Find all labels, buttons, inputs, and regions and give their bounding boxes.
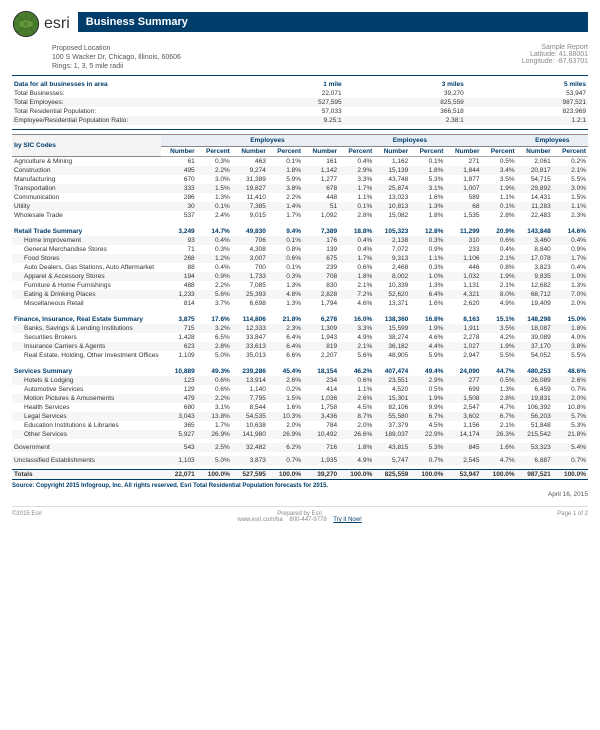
divider	[12, 75, 588, 76]
sample-report: Sample Report	[522, 44, 588, 51]
data-row: Health Services6803.1%8,5441.6%1,7584.5%…	[12, 403, 588, 412]
data-row: Furniture & Home Furnishings4882.2%7,085…	[12, 281, 588, 290]
col-header: Percent	[410, 147, 445, 157]
data-row: Agriculture & Mining610.3%4630.1%1610.4%…	[12, 157, 588, 167]
data-row: Totals22,071100.0%527,595100.0%39,270100…	[12, 469, 588, 479]
title-bar: Business Summary	[78, 12, 588, 32]
mile-3: 3 miles	[344, 80, 466, 89]
col-header: Number	[374, 147, 410, 157]
col-header: Number	[517, 147, 553, 157]
data-row: Education Institutions & Libraries3651.7…	[12, 421, 588, 430]
divider-2	[12, 129, 588, 130]
footer: ©2015 Esri Prepared by Esri www.esri.com…	[12, 506, 588, 523]
data-row: Banks, Savings & Lending Institutions715…	[12, 324, 588, 333]
data-row: Eating & Drinking Places1,2335.6%25,3934…	[12, 290, 588, 299]
data-row: Transportation3331.5%19,8273.8%6781.7%25…	[12, 184, 588, 193]
rings: Rings: 1, 3, 5 mile radii	[52, 62, 181, 71]
area-header: Data for all businesses in area	[12, 80, 221, 89]
col-header: Number	[161, 147, 197, 157]
data-row: Construction4952.2%9,2741.8%1,1422.9%15,…	[12, 166, 588, 175]
data-row: Real Estate, Holding, Other Investment O…	[12, 351, 588, 360]
data-row: Manufacturing6703.0%31,3895.9%1,2773.3%4…	[12, 175, 588, 184]
data-row: Auto Dealers, Gas Stations, Auto Afterma…	[12, 263, 588, 272]
col-header: Percent	[268, 147, 303, 157]
data-row: Hotels & Lodging1230.6%13,9142.6%2340.6%…	[12, 376, 588, 385]
source-note: Source: Copyright 2015 Infogroup, Inc. A…	[12, 483, 588, 489]
address: 100 S Wacker Dr, Chicago, Illinois, 6060…	[52, 53, 181, 62]
emp-hdr-1: Employees	[232, 135, 303, 147]
sub-header: Proposed Location 100 S Wacker Dr, Chica…	[52, 44, 588, 71]
col-header: Number	[445, 147, 481, 157]
data-row: Motion Pictures & Amusements4792.2%7,795…	[12, 394, 588, 403]
data-row: Home Improvement930.4%7060.1%1760.4%2,13…	[12, 236, 588, 245]
data-row: Legal Services3,04313.8%54,53510.3%3,436…	[12, 412, 588, 421]
report-page: esri Business Summary Proposed Location …	[0, 0, 600, 533]
col-header: Number	[232, 147, 268, 157]
report-date: April 16, 2015	[12, 491, 588, 498]
summary-row: Employee/Residential Population Ratio:9.…	[12, 116, 588, 125]
data-row: Apparel & Accessory Stores1940.9%1,7330.…	[12, 272, 588, 281]
summary-top-table: Data for all businesses in area 1 mile 3…	[12, 80, 588, 125]
summary-row: Total Businesses:22,07139,27053,947	[12, 89, 588, 98]
data-row: Government5432.5%32,4826.2%7161.8%43,815…	[12, 443, 588, 452]
data-row: Miscellaneous Retail8143.7%6,6981.3%1,79…	[12, 299, 588, 308]
mile-1: 1 mile	[221, 80, 343, 89]
data-row: Automotive Services1290.6%1,1400.2%4141.…	[12, 385, 588, 394]
data-row: Food Stores2681.2%3,0070.6%6751.7%9,3131…	[12, 254, 588, 263]
emp-hdr-3: Employees	[517, 135, 588, 147]
copyright: ©2015 Esri	[12, 511, 42, 523]
data-row: Communication2861.3%11,4102.2%4481.1%13,…	[12, 193, 588, 202]
emp-hdr-2: Employees	[374, 135, 445, 147]
sic-table: by SIC Codes Employees Employees Employe…	[12, 134, 588, 480]
section-header-row: Finance, Insurance, Real Estate Summary3…	[12, 312, 588, 324]
page-number: Page 1 of 2	[557, 511, 588, 523]
data-row: General Merchandise Stores710.3%4,3080.8…	[12, 245, 588, 254]
longitude: Longitude: -87.63701	[522, 58, 588, 65]
try-link[interactable]: Try it Now!	[333, 517, 361, 523]
mile-5: 5 miles	[466, 80, 588, 89]
esri-logo-icon	[12, 10, 40, 38]
data-row: Other Services5,92726.9%141,98026.9%10,4…	[12, 430, 588, 439]
col-header: Percent	[197, 147, 232, 157]
data-row: Wholesale Trade5372.4%9,0151.7%1,0922.8%…	[12, 211, 588, 220]
brand-text: esri	[44, 10, 70, 38]
col-header: Percent	[482, 147, 517, 157]
col-header: Percent	[553, 147, 588, 157]
section-header-row: Retail Trade Summary3,24914.7%49,8309.4%…	[12, 224, 588, 236]
header: esri Business Summary	[12, 10, 588, 38]
footer-url[interactable]: www.esri.com/ba	[237, 517, 282, 523]
latitude: Latitude: 41.88001	[522, 51, 588, 58]
footer-phone: 800-447-9778	[289, 517, 326, 523]
col-header: Number	[303, 147, 339, 157]
data-row: Utility300.1%7,3851.4%510.1%10,8131.3%68…	[12, 202, 588, 211]
sic-header: by SIC Codes	[12, 135, 161, 157]
proposed-label: Proposed Location	[52, 44, 181, 53]
summary-row: Total Employees:527,595825,559987,521	[12, 98, 588, 107]
data-row: Unclassified Establishments1,1035.0%3,87…	[12, 456, 588, 465]
summary-row: Total Residential Population:57,033366,5…	[12, 107, 588, 116]
data-row: Insurance Carriers & Agents6232.8%33,613…	[12, 342, 588, 351]
source-text: Source: Copyright 2015 Infogroup, Inc. A…	[12, 483, 328, 489]
col-header: Percent	[339, 147, 374, 157]
data-row: Securities Brokers1,4286.5%33,8476.4%1,9…	[12, 333, 588, 342]
section-header-row: Services Summary10,88949.3%239,28645.4%1…	[12, 364, 588, 376]
